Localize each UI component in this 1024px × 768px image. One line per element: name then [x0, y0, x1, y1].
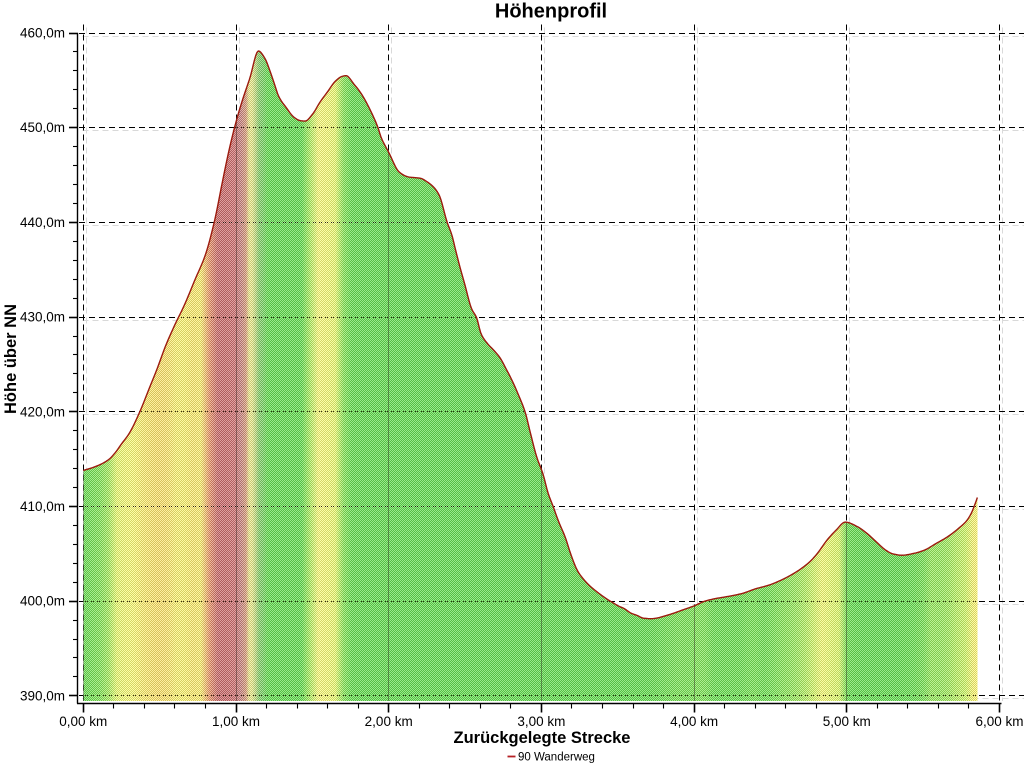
svg-text:90 Wanderweg: 90 Wanderweg	[518, 752, 595, 764]
svg-text:0,00 km: 0,00 km	[59, 714, 107, 729]
svg-text:420,0m: 420,0m	[20, 404, 65, 419]
svg-text:400,0m: 400,0m	[20, 594, 65, 609]
svg-text:4,00 km: 4,00 km	[670, 714, 718, 729]
svg-text:Höhe über NN: Höhe über NN	[2, 304, 20, 414]
svg-text:430,0m: 430,0m	[20, 310, 65, 325]
svg-text:3,00 km: 3,00 km	[517, 714, 565, 729]
svg-text:5,00 km: 5,00 km	[823, 714, 871, 729]
svg-text:Zurückgelegte Strecke: Zurückgelegte Strecke	[454, 729, 631, 747]
svg-text:440,0m: 440,0m	[20, 215, 65, 230]
svg-text:390,0m: 390,0m	[20, 688, 65, 703]
svg-text:Höhenprofil: Höhenprofil	[495, 1, 607, 23]
svg-text:2,00 km: 2,00 km	[365, 714, 413, 729]
svg-text:6,00 km: 6,00 km	[975, 714, 1023, 729]
svg-text:1,00 km: 1,00 km	[212, 714, 260, 729]
svg-text:460,0m: 460,0m	[20, 26, 65, 41]
svg-text:450,0m: 450,0m	[20, 120, 65, 135]
svg-text:410,0m: 410,0m	[20, 499, 65, 514]
